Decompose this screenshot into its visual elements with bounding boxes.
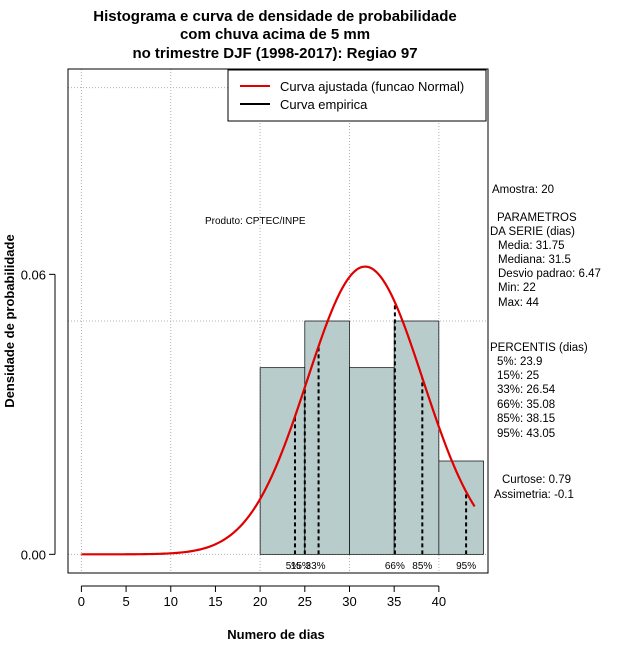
amostra-text: Amostra: 20: [492, 184, 554, 196]
histogram-bar: [349, 367, 395, 555]
percentil-95: 95%: 43.05: [497, 428, 555, 440]
percentile-label: 95%: [456, 561, 476, 572]
percentile-label: 15%: [291, 561, 311, 572]
legend-label-empirical: Curva empirica: [280, 97, 368, 112]
parametros-title: PARAMETROS: [497, 212, 577, 224]
legend-label-fitted: Curva ajustada (funcao Normal): [280, 79, 464, 94]
x-tick-label: 0: [78, 594, 85, 609]
param-max: Max: 44: [498, 297, 540, 309]
x-tick-label: 25: [298, 594, 312, 609]
x-tick-label: 35: [387, 594, 401, 609]
axes: 0 5 10 15 20 25 30 35 40 0.00 0.06: [21, 267, 446, 609]
curtose-text: Curtose: 0.79: [502, 474, 571, 486]
legend-box: [227, 69, 487, 122]
legend: Curva ajustada (funcao Normal) Curva emp…: [227, 69, 487, 122]
param-media: Media: 31.75: [498, 240, 565, 252]
histogram-bar: [259, 367, 306, 555]
percentile-label: 85%: [412, 561, 432, 572]
param-mediana: Mediana: 31.5: [498, 254, 571, 266]
normal-curve: [81, 265, 476, 556]
percentile-label: 5%: [286, 561, 301, 572]
percentile-lines: 5%15%33% 66% 85% 95%: [286, 302, 476, 572]
histogram-bars: [259, 320, 484, 555]
plot-frame: [67, 68, 489, 574]
percentis-title: PERCENTIS (dias): [490, 342, 588, 354]
percentil-33: 33%: 26.54: [497, 384, 556, 396]
percentile-label: 66%: [385, 561, 405, 572]
y-tick-label: 0.00: [21, 547, 46, 562]
percentil-85: 85%: 38.15: [497, 413, 555, 425]
histogram-bar: [304, 320, 350, 555]
side-panel: Amostra: 20 PARAMETROS DA SERIE (dias) M…: [490, 184, 601, 501]
y-axis-label: Densidade de probabilidade: [2, 234, 17, 407]
x-tick-label: 40: [432, 594, 446, 609]
chart-title-line-3: no trimestre DJF (1998-2017): Regiao 97: [132, 45, 417, 62]
percentil-66: 66%: 35.08: [497, 399, 555, 411]
chart-title-line-1: Histograma e curva de densidade de proba…: [93, 8, 456, 25]
normal-curve-layer: [81, 265, 476, 556]
param-desvio: Desvio padrao: 6.47: [498, 268, 601, 280]
chart-title-line-2: com chuva acima de 5 mm: [180, 26, 370, 43]
assimetria-text: Assimetria: -0.1: [494, 489, 574, 501]
param-min: Min: 22: [498, 282, 536, 294]
percentile-label: 33%: [306, 561, 326, 572]
y-tick-label: 0.06: [21, 267, 46, 282]
histogram-bar: [393, 320, 440, 555]
x-tick-label: 30: [342, 594, 356, 609]
x-tick-label: 15: [208, 594, 222, 609]
parametros-subtitle: DA SERIE (dias): [490, 226, 575, 238]
percentil-15: 15%: 25: [497, 370, 539, 382]
x-axis-label: Numero de dias: [227, 627, 325, 642]
histogram-bar: [438, 460, 484, 555]
produto-label: Produto: CPTEC/INPE: [205, 216, 306, 227]
x-tick-label: 10: [164, 594, 178, 609]
x-tick-label: 20: [253, 594, 267, 609]
x-tick-label: 5: [122, 594, 129, 609]
percentil-5: 5%: 23.9: [497, 356, 542, 368]
